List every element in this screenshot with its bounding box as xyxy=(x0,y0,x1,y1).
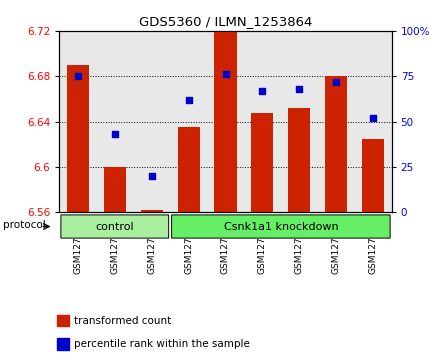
FancyBboxPatch shape xyxy=(61,215,169,238)
Bar xyxy=(96,31,133,212)
Bar xyxy=(288,108,310,212)
FancyBboxPatch shape xyxy=(172,215,390,238)
Bar xyxy=(214,31,237,212)
Text: Csnk1a1 knockdown: Csnk1a1 knockdown xyxy=(224,221,338,232)
Bar xyxy=(57,314,70,326)
Point xyxy=(370,115,377,121)
Bar xyxy=(251,113,274,212)
Text: protocol: protocol xyxy=(3,220,46,230)
Text: control: control xyxy=(95,221,134,232)
Point xyxy=(111,131,118,137)
Bar xyxy=(133,31,170,212)
Bar xyxy=(318,31,355,212)
Bar xyxy=(177,127,200,212)
Text: transformed count: transformed count xyxy=(74,316,172,326)
Point xyxy=(148,173,155,179)
Bar xyxy=(59,31,96,212)
Bar xyxy=(170,31,207,212)
Bar xyxy=(281,31,318,212)
Bar xyxy=(355,31,392,212)
Bar xyxy=(325,76,347,212)
Bar xyxy=(362,139,384,212)
Point xyxy=(222,72,229,77)
Bar xyxy=(57,338,70,350)
Point xyxy=(74,73,81,79)
Bar xyxy=(207,31,244,212)
Bar xyxy=(67,65,89,212)
Bar xyxy=(104,167,126,212)
Bar xyxy=(141,210,163,212)
Point xyxy=(185,97,192,103)
Point xyxy=(296,86,303,92)
Bar xyxy=(244,31,281,212)
Text: percentile rank within the sample: percentile rank within the sample xyxy=(74,339,250,349)
Point xyxy=(259,88,266,94)
Title: GDS5360 / ILMN_1253864: GDS5360 / ILMN_1253864 xyxy=(139,15,312,28)
Point xyxy=(333,79,340,85)
